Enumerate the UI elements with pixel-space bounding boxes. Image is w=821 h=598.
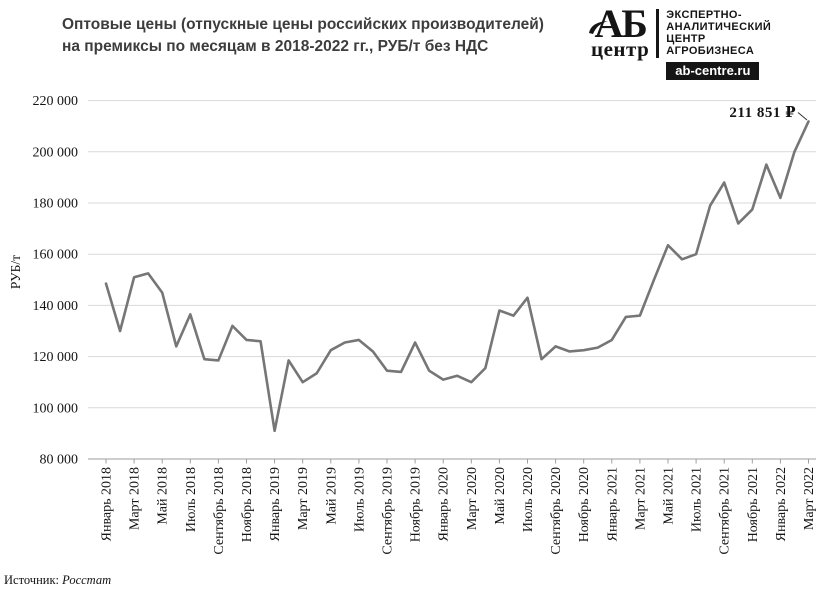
x-tick-label: Май 2020 [493, 467, 508, 525]
x-tick-label: Январь 2021 [605, 467, 620, 541]
y-tick-label: 200 000 [33, 145, 79, 160]
x-tick-label: Ноябрь 2021 [746, 467, 761, 542]
x-tick-label: Сентябрь 2019 [381, 467, 396, 555]
source-note: Источник: Росстат [4, 573, 111, 588]
page-title-line2: на премиксы по месяцам в 2018-2022 гг., … [62, 38, 489, 55]
logo-tagline-line: ЭКСПЕРТНО- [666, 9, 742, 21]
x-tick-label: Май 2021 [662, 467, 677, 525]
x-tick-label: Январь 2018 [100, 467, 115, 541]
x-tick-label: Январь 2020 [437, 467, 452, 541]
logo-abbr-sub: центр [591, 37, 650, 61]
source-name: Росстат [62, 573, 112, 587]
logo-tagline: ЭКСПЕРТНО- АНАЛИТИЧЕСКИЙ ЦЕНТР АГРОБИЗНЕ… [666, 9, 771, 57]
x-tick-label: Март 2021 [633, 467, 648, 530]
logo-abbr: АБ [594, 1, 647, 46]
logo-text-block: ЭКСПЕРТНО- АНАЛИТИЧЕСКИЙ ЦЕНТР АГРОБИЗНЕ… [666, 7, 771, 80]
leaf-icon [589, 21, 608, 34]
logo-site-badge: ab-centre.ru [666, 62, 760, 80]
page-title-line1: Оптовые цены (отпускные цены российских … [62, 16, 544, 33]
data-label-leader-line [797, 112, 808, 121]
y-tick-label: 80 000 [40, 453, 79, 468]
x-tick-label: Июль 2019 [352, 467, 367, 532]
y-tick-label: 140 000 [33, 299, 79, 314]
x-tick-label: Июль 2021 [690, 467, 705, 532]
logo-divider [656, 9, 660, 58]
x-tick-label: Март 2018 [128, 467, 143, 530]
y-tick-label: 160 000 [33, 248, 79, 263]
x-tick-label: Май 2018 [156, 467, 171, 525]
x-tick-label: Май 2019 [324, 467, 339, 525]
x-tick-label: Сентябрь 2021 [718, 467, 733, 555]
x-tick-label: Март 2019 [296, 467, 311, 530]
logo-tagline-line: АГРОБИЗНЕСА [666, 45, 755, 57]
x-tick-label: Сентябрь 2020 [549, 467, 564, 555]
page-title: Оптовые цены (отпускные цены российских … [62, 14, 602, 58]
x-tick-label: Март 2022 [802, 467, 817, 530]
x-tick-label: Ноябрь 2020 [577, 467, 592, 542]
logo-mark: АБ центр [589, 1, 650, 61]
x-tick-label: Ноябрь 2018 [240, 467, 255, 542]
logo-tagline-line: ЦЕНТР [666, 33, 706, 45]
last-point-data-label: 211 851 ₽ [729, 105, 796, 121]
logo-tagline-line: АНАЛИТИЧЕСКИЙ [666, 21, 772, 33]
x-tick-label: Январь 2019 [268, 467, 283, 541]
x-tick-label: Март 2020 [465, 467, 480, 530]
source-prefix: Источник: [4, 573, 60, 587]
x-tick-label: Сентябрь 2018 [212, 467, 227, 555]
x-tick-label: Июль 2018 [184, 467, 199, 532]
y-tick-label: 100 000 [33, 401, 79, 416]
y-axis-title: РУБ/т [8, 255, 23, 289]
y-tick-label: 180 000 [33, 197, 79, 212]
y-tick-label: 120 000 [33, 350, 79, 365]
ab-centre-logo: АБ центр ЭКСПЕРТНО- АНАЛИТИЧЕСКИЙ ЦЕНТР … [589, 1, 815, 80]
x-tick-label: Ноябрь 2019 [409, 467, 424, 542]
price-line-series [104, 120, 810, 433]
y-tick-label: 220 000 [33, 94, 79, 109]
x-tick-label: Июль 2020 [521, 467, 536, 532]
x-tick-label: Январь 2022 [774, 467, 789, 541]
